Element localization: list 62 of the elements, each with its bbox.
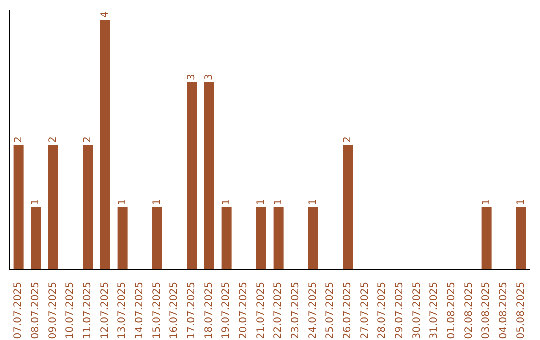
- data-label: 1: [308, 199, 319, 206]
- x-tick-label: 21.07.2025: [256, 282, 267, 340]
- bar: [14, 145, 24, 270]
- x-tick-label: 15.07.2025: [152, 282, 163, 340]
- x-tick-label: 09.07.2025: [48, 282, 59, 340]
- bar: [31, 208, 42, 270]
- bar: [343, 145, 354, 270]
- x-tick-label: 26.07.2025: [342, 282, 354, 340]
- data-label: 1: [516, 199, 527, 206]
- x-tick-label: 22.07.2025: [273, 282, 284, 340]
- x-tick-label: 29.07.2025: [394, 282, 406, 340]
- x-tick-label: 14.07.2025: [134, 282, 146, 340]
- bar: [204, 82, 214, 270]
- data-label: 3: [186, 74, 198, 80]
- data-label: 2: [48, 136, 59, 143]
- x-tick-label: 10.07.2025: [65, 282, 76, 340]
- bar: [274, 208, 284, 270]
- data-label: 2: [13, 136, 24, 143]
- data-label: 2: [82, 136, 94, 143]
- bar: [83, 145, 94, 270]
- data-label: 1: [152, 199, 163, 206]
- x-tick-label: 16.07.2025: [169, 282, 180, 340]
- data-label: 1: [221, 199, 232, 206]
- data-label: 3: [204, 74, 215, 80]
- x-tick-label: 20.07.2025: [238, 282, 250, 340]
- bar: [48, 145, 58, 270]
- data-label: 4: [100, 12, 111, 18]
- data-label: 1: [273, 199, 284, 206]
- x-tick-label: 30.07.2025: [412, 282, 423, 340]
- x-tick-label: 31.07.2025: [429, 282, 440, 340]
- x-tick-label: 25.07.2025: [325, 282, 336, 340]
- x-tick-label: 07.07.2025: [13, 282, 24, 340]
- bar: [516, 208, 526, 270]
- bar: [482, 208, 492, 270]
- bar: [100, 20, 110, 270]
- x-tick-label: 19.07.2025: [221, 282, 232, 340]
- x-tick-label: 05.08.2025: [516, 282, 527, 340]
- x-tick-label: 02.08.2025: [464, 282, 475, 340]
- x-tick-label: 08.07.2025: [30, 282, 42, 340]
- x-tick-label: 28.07.2025: [377, 282, 388, 340]
- x-tick-label: 23.07.2025: [290, 282, 302, 340]
- x-tick-label: 03.08.2025: [481, 282, 492, 340]
- x-tick-label: 01.08.2025: [446, 282, 458, 340]
- x-tick-label: 04.08.2025: [498, 282, 510, 340]
- x-tick-label: 13.07.2025: [117, 282, 128, 340]
- x-tick-label: 27.07.2025: [360, 282, 371, 340]
- x-tick-label: 24.07.2025: [308, 282, 319, 340]
- x-tick-label: 18.07.2025: [204, 282, 215, 340]
- bar: [256, 208, 266, 270]
- x-tick-label: 11.07.2025: [82, 282, 94, 340]
- data-label: 1: [481, 199, 492, 206]
- bar: [187, 82, 198, 270]
- bar: [308, 208, 318, 270]
- data-label: 1: [30, 199, 42, 206]
- bar: [152, 208, 162, 270]
- bar: [118, 208, 128, 270]
- bar: [222, 208, 232, 270]
- data-label: 1: [256, 199, 267, 206]
- x-tick-label: 17.07.2025: [186, 282, 198, 340]
- x-tick-label: 12.07.2025: [100, 282, 111, 340]
- data-label: 2: [342, 136, 354, 143]
- data-label: 1: [117, 199, 128, 206]
